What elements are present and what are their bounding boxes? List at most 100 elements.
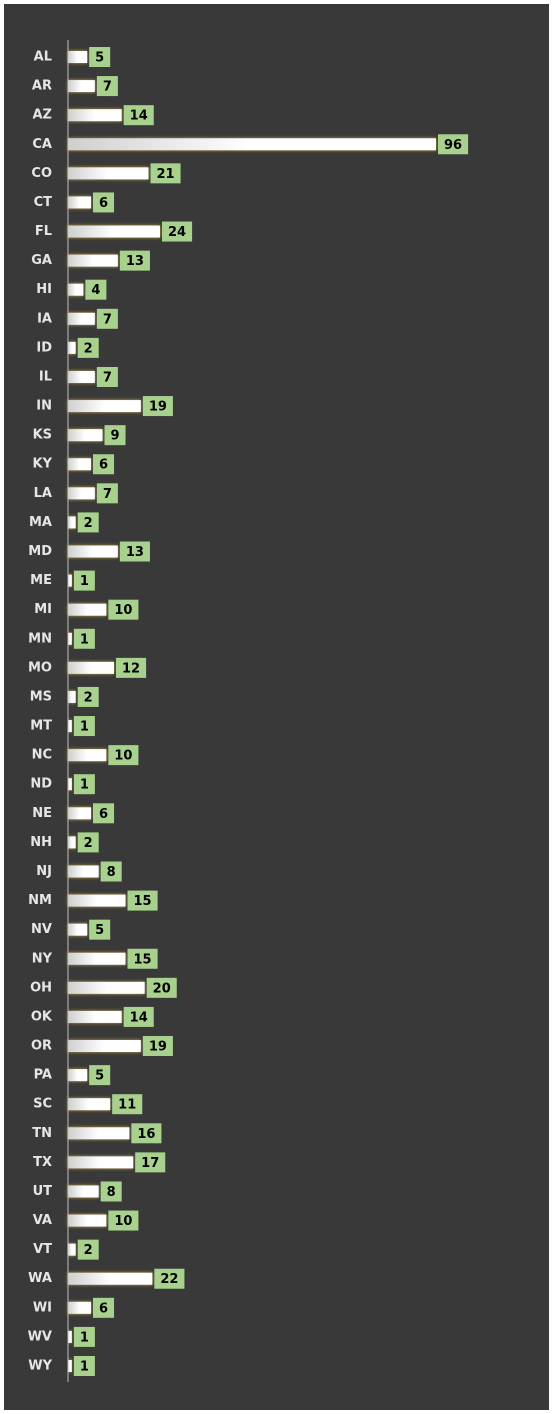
data-label: 2 bbox=[84, 1243, 93, 1258]
category-label: HI bbox=[36, 282, 52, 297]
bar bbox=[68, 545, 118, 558]
data-label: 5 bbox=[95, 923, 104, 938]
data-label-box bbox=[73, 774, 95, 795]
data-label: 1 bbox=[80, 778, 89, 793]
category-label: PA bbox=[34, 1068, 52, 1083]
bar bbox=[68, 341, 76, 354]
bar bbox=[68, 51, 88, 63]
data-label: 11 bbox=[118, 1098, 136, 1113]
category-label: MT bbox=[30, 719, 52, 734]
category-label: WY bbox=[28, 1359, 52, 1374]
bar bbox=[68, 1214, 107, 1227]
data-label: 7 bbox=[103, 80, 112, 95]
data-label-box bbox=[73, 716, 95, 737]
bar bbox=[68, 720, 72, 733]
bar bbox=[68, 836, 76, 849]
bar bbox=[68, 487, 95, 500]
data-label: 14 bbox=[130, 1010, 148, 1025]
category-label: MI bbox=[34, 602, 52, 617]
bar bbox=[68, 1185, 99, 1198]
bar bbox=[68, 1272, 153, 1285]
data-label-box bbox=[73, 570, 95, 591]
category-label: MS bbox=[30, 689, 52, 704]
data-label-box bbox=[73, 1326, 95, 1347]
data-label-box bbox=[77, 512, 99, 533]
category-label: NY bbox=[32, 951, 53, 966]
data-label-box bbox=[96, 76, 118, 97]
bar bbox=[68, 138, 436, 151]
data-label: 15 bbox=[134, 952, 152, 967]
data-label-box bbox=[108, 745, 139, 766]
data-label-box bbox=[85, 279, 107, 300]
data-label-box bbox=[77, 337, 99, 358]
data-label: 8 bbox=[107, 1185, 116, 1200]
category-label: IN bbox=[36, 399, 52, 414]
category-label: VT bbox=[33, 1242, 52, 1257]
category-label: AL bbox=[34, 50, 52, 65]
data-label: 2 bbox=[84, 690, 93, 705]
bar bbox=[68, 894, 126, 907]
data-label-box bbox=[154, 1268, 185, 1289]
category-label: KS bbox=[33, 428, 52, 443]
category-label: MA bbox=[29, 515, 52, 530]
data-label: 20 bbox=[153, 981, 171, 996]
category-label: WV bbox=[28, 1329, 52, 1344]
data-label: 19 bbox=[149, 1040, 167, 1055]
bar bbox=[68, 1330, 72, 1343]
category-label: FL bbox=[35, 224, 52, 239]
data-label: 6 bbox=[99, 196, 108, 211]
bar bbox=[68, 1010, 122, 1023]
plot-background bbox=[4, 4, 549, 1410]
category-label: ID bbox=[36, 340, 52, 355]
category-label: IA bbox=[37, 311, 52, 326]
data-label-box bbox=[89, 47, 111, 67]
data-label: 2 bbox=[84, 836, 93, 851]
data-label: 8 bbox=[107, 865, 116, 880]
data-label-box bbox=[123, 105, 154, 126]
bar bbox=[68, 1127, 130, 1140]
bar bbox=[68, 312, 95, 325]
bar bbox=[68, 370, 95, 383]
data-label: 5 bbox=[95, 1069, 104, 1084]
category-label: UT bbox=[33, 1184, 53, 1199]
bar bbox=[68, 80, 95, 93]
data-label-box bbox=[96, 308, 118, 329]
data-label-box bbox=[89, 1065, 111, 1086]
data-label-box bbox=[77, 686, 99, 707]
data-label-box bbox=[73, 1356, 95, 1376]
bar bbox=[68, 574, 72, 587]
category-label: NJ bbox=[36, 864, 52, 879]
data-label-box bbox=[127, 890, 158, 911]
data-label: 4 bbox=[91, 283, 100, 298]
data-label: 1 bbox=[80, 1330, 89, 1345]
bar bbox=[68, 981, 145, 994]
data-label-box bbox=[104, 425, 126, 446]
data-label-box bbox=[96, 366, 118, 387]
category-label: LA bbox=[34, 486, 52, 501]
data-label-box bbox=[100, 1181, 122, 1202]
data-label-box bbox=[135, 1152, 166, 1173]
category-label: NC bbox=[32, 748, 52, 763]
bar bbox=[68, 458, 91, 471]
category-label: TX bbox=[33, 1155, 52, 1170]
data-label-box bbox=[150, 163, 181, 184]
category-label: OH bbox=[30, 980, 52, 995]
data-label: 14 bbox=[130, 109, 148, 124]
data-label: 10 bbox=[114, 603, 132, 618]
data-label-box bbox=[119, 250, 150, 271]
bar bbox=[68, 254, 118, 267]
category-label: AR bbox=[32, 79, 52, 94]
data-label: 6 bbox=[99, 458, 108, 473]
data-label-box bbox=[116, 657, 147, 678]
bar bbox=[68, 1243, 76, 1256]
category-label: NE bbox=[32, 806, 52, 821]
category-label: ND bbox=[30, 777, 52, 792]
data-label-box bbox=[96, 483, 118, 504]
data-label: 2 bbox=[84, 516, 93, 531]
category-label: OR bbox=[31, 1039, 52, 1054]
category-label: MN bbox=[28, 631, 52, 646]
data-label-box bbox=[93, 454, 115, 475]
bar bbox=[68, 749, 107, 762]
bar bbox=[68, 923, 88, 936]
bar bbox=[68, 516, 76, 529]
